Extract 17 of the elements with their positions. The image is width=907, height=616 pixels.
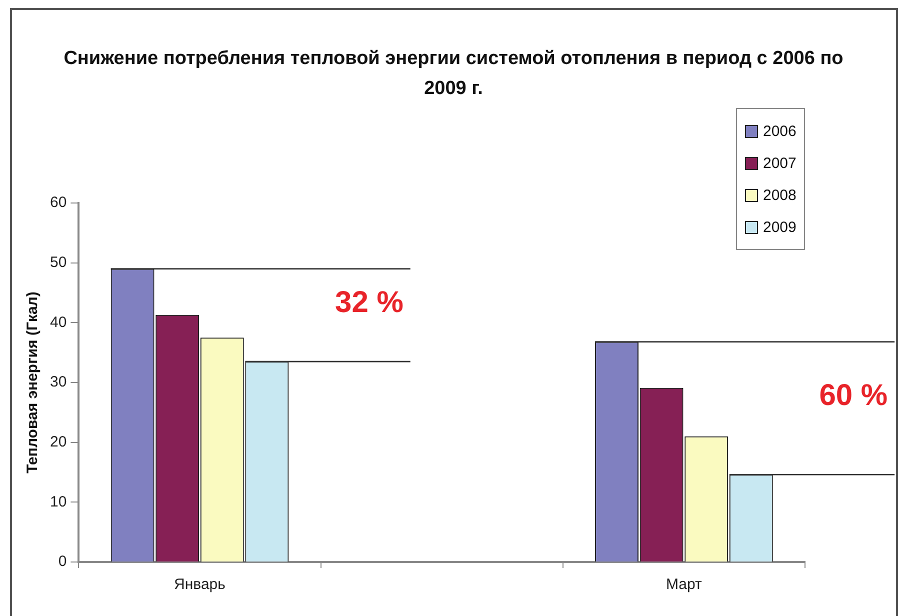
y-tick-label: 30 xyxy=(50,374,67,391)
x-tick-label: Март xyxy=(666,576,702,594)
y-tick-label: 50 xyxy=(50,254,67,271)
legend-label: 2008 xyxy=(762,186,796,206)
text: 60 % xyxy=(819,379,888,414)
y-axis-title: Тепловая энергия (Гкал) xyxy=(24,292,42,474)
legend-label: 2007 xyxy=(762,154,796,174)
y-tick-label: 10 xyxy=(50,493,67,510)
x-tick-label: Январь xyxy=(174,576,226,594)
y-tick-label: 0 xyxy=(58,553,67,570)
y-tick-label: 20 xyxy=(50,433,67,450)
annotation: 32 % xyxy=(335,286,404,320)
chart-title: Снижение потребления тепловой энергии системой отопления в период с 2006 по 2009 г. xyxy=(62,47,844,101)
y-tick-label: 40 xyxy=(50,314,67,331)
legend-label: 2006 xyxy=(762,122,796,142)
y-tick-label: 60 xyxy=(50,194,67,212)
legend-label: 2009 xyxy=(762,218,796,238)
